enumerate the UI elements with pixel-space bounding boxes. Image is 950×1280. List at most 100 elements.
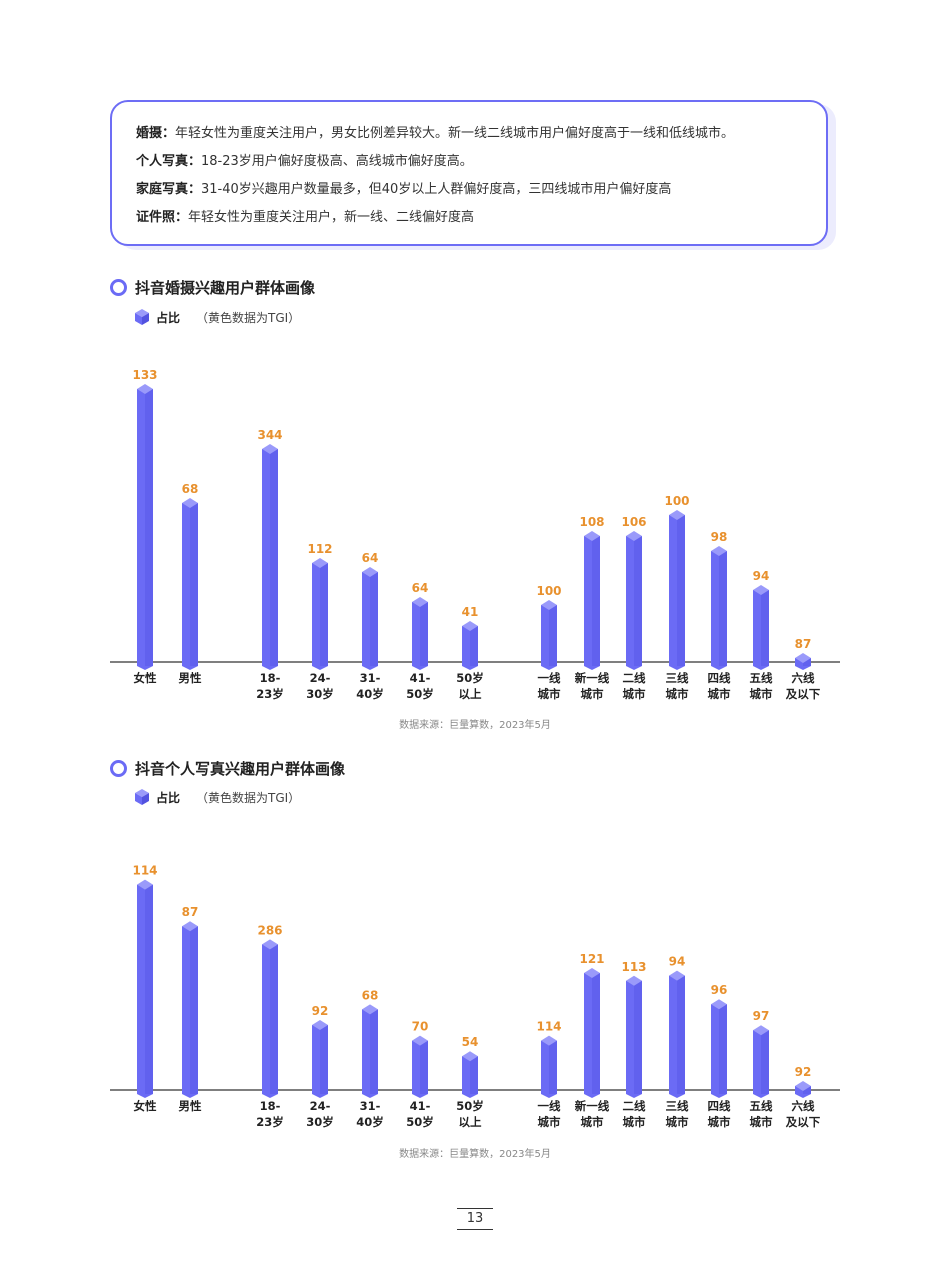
legend-note: （黄色数据为TGI） bbox=[196, 310, 301, 325]
bar-0 bbox=[137, 879, 153, 1098]
category-label: 24- bbox=[310, 1099, 331, 1113]
summary-line-wedding: 婚摄：年轻女性为重度关注用户，男女比例差异较大。新一线二线城市用户偏好度高于一线… bbox=[136, 126, 735, 141]
category-label: 城市 bbox=[623, 687, 646, 701]
category-label: 一线 bbox=[538, 671, 561, 685]
bar-cap bbox=[753, 585, 769, 595]
bar-2 bbox=[262, 444, 278, 670]
bar-shade bbox=[761, 590, 769, 666]
bar-shade bbox=[719, 1004, 727, 1094]
category-label: 城市 bbox=[581, 1115, 604, 1129]
value-label: 106 bbox=[621, 515, 646, 529]
value-label: 121 bbox=[579, 952, 604, 966]
bar-cap bbox=[626, 975, 642, 986]
value-label: 54 bbox=[462, 1035, 479, 1049]
bar-shade bbox=[634, 536, 642, 666]
summary-line-portrait: 个人写真：18-23岁用户偏好度极高、高线城市偏好度高。 bbox=[136, 154, 473, 169]
category-label: 31- bbox=[360, 1099, 381, 1113]
bar-6 bbox=[462, 1051, 478, 1098]
bar-shade bbox=[190, 503, 198, 666]
bar-foot bbox=[262, 666, 278, 670]
bar-cap bbox=[362, 1004, 378, 1015]
category-label: 18- bbox=[260, 671, 281, 685]
value-label: 113 bbox=[621, 960, 646, 974]
bar-shade bbox=[370, 572, 378, 666]
category-label: 城市 bbox=[750, 1115, 773, 1129]
category-label: 城市 bbox=[708, 1115, 731, 1129]
bar-shade bbox=[470, 626, 478, 666]
bar-shade bbox=[420, 1040, 428, 1094]
category-label: 二线 bbox=[623, 671, 646, 685]
category-label: 男性 bbox=[179, 671, 202, 685]
bar-shade bbox=[320, 563, 328, 666]
bar-foot bbox=[584, 1094, 600, 1098]
cube-legend-icon bbox=[135, 309, 149, 325]
legend-label: 占比 bbox=[156, 790, 181, 805]
bar-cap bbox=[312, 1020, 328, 1030]
chart-2-title-text: 抖音个人写真兴趣用户群体画像 bbox=[135, 760, 346, 778]
bar-0 bbox=[137, 384, 153, 670]
category-label: 18- bbox=[260, 1099, 281, 1113]
bar-foot bbox=[137, 1094, 153, 1098]
bar-foot bbox=[795, 666, 811, 670]
summary-line-id-photo: 证件照：年轻女性为重度关注用户，新一线、二线偏好度高 bbox=[136, 210, 475, 225]
bar-foot bbox=[626, 666, 642, 670]
bar-5 bbox=[412, 597, 428, 670]
bar-foot bbox=[753, 666, 769, 670]
category-label: 30岁 bbox=[306, 687, 334, 701]
bar-foot bbox=[584, 666, 600, 670]
bar-cap bbox=[584, 968, 600, 978]
page-number: 13 bbox=[457, 1208, 493, 1230]
category-label: 六线 bbox=[792, 671, 815, 685]
category-label: 以上 bbox=[459, 687, 482, 701]
value-label: 98 bbox=[711, 530, 728, 544]
bar-shade bbox=[592, 536, 600, 666]
bar-cap bbox=[362, 567, 378, 577]
value-label: 108 bbox=[579, 515, 604, 529]
bar-cap bbox=[753, 1025, 769, 1036]
bar-9 bbox=[626, 975, 642, 1098]
bar-shade bbox=[370, 1009, 378, 1094]
category-label: 城市 bbox=[538, 1115, 561, 1129]
bar-cap bbox=[584, 531, 600, 541]
bar-cap bbox=[711, 546, 727, 556]
value-label: 94 bbox=[669, 955, 686, 969]
bar-8 bbox=[584, 968, 600, 1098]
bar-foot bbox=[669, 666, 685, 670]
bar-shade bbox=[761, 1030, 769, 1094]
category-label: 新一线 bbox=[575, 671, 610, 685]
category-label: 以上 bbox=[459, 1115, 482, 1129]
category-label: 及以下 bbox=[786, 687, 821, 701]
bar-cap bbox=[626, 531, 642, 541]
value-label: 87 bbox=[795, 637, 812, 651]
category-label: 23岁 bbox=[256, 1115, 284, 1129]
bar-10 bbox=[669, 970, 685, 1098]
cube-legend-icon bbox=[135, 789, 149, 805]
bar-foot bbox=[137, 666, 153, 670]
ring-bullet-icon bbox=[110, 760, 127, 777]
category-label: 城市 bbox=[750, 687, 773, 701]
bar-cap bbox=[669, 970, 685, 981]
bar-foot bbox=[412, 666, 428, 670]
bar-foot bbox=[182, 1094, 198, 1098]
bar-shade bbox=[470, 1056, 478, 1094]
bar-cap bbox=[182, 921, 198, 932]
legend-note: （黄色数据为TGI） bbox=[196, 790, 301, 805]
category-label: 30岁 bbox=[306, 1115, 334, 1129]
bar-shade bbox=[270, 449, 278, 666]
bar-shade bbox=[190, 926, 198, 1094]
value-label: 68 bbox=[182, 482, 199, 496]
bar-foot bbox=[262, 1094, 278, 1098]
category-label: 五线 bbox=[750, 671, 773, 685]
bar-shade bbox=[320, 1025, 328, 1094]
bar-foot bbox=[541, 666, 557, 670]
value-label: 286 bbox=[257, 923, 282, 937]
value-label: 344 bbox=[257, 428, 282, 442]
bar-shade bbox=[592, 973, 600, 1094]
value-label: 70 bbox=[412, 1020, 429, 1034]
bar-cap bbox=[462, 1051, 478, 1062]
bar-6 bbox=[462, 621, 478, 670]
category-label: 31- bbox=[360, 671, 381, 685]
bar-shade bbox=[803, 658, 811, 666]
bar-13 bbox=[795, 653, 811, 670]
bar-cap bbox=[795, 653, 811, 663]
